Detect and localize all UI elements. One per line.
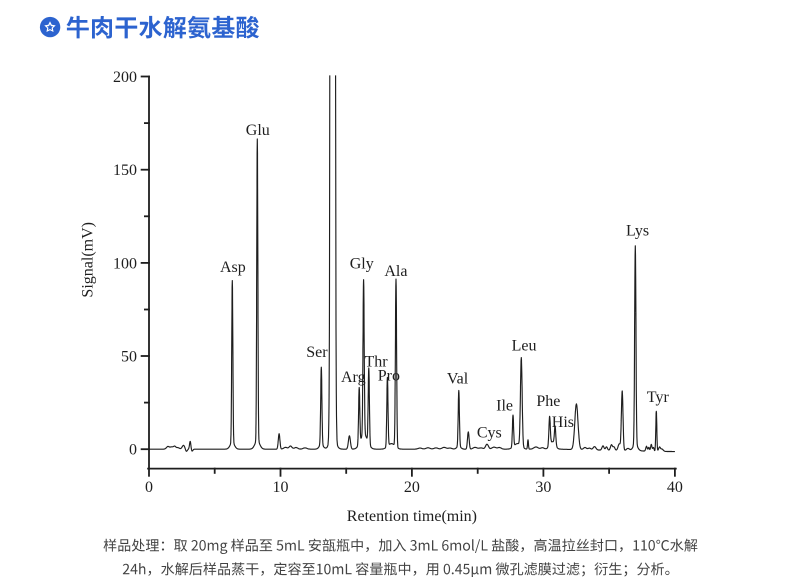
svg-text:20: 20 [404,479,420,496]
svg-text:Ala: Ala [384,263,407,280]
svg-text:Ser: Ser [306,344,328,361]
svg-text:40: 40 [667,479,683,496]
svg-text:Phe: Phe [536,393,560,410]
svg-text:Glu: Glu [246,122,270,139]
svg-text:Gly: Gly [350,255,374,272]
svg-text:0: 0 [129,442,137,459]
svg-text:30: 30 [535,479,551,496]
svg-text:Ile: Ile [496,397,513,414]
svg-text:Tyr: Tyr [647,389,670,406]
svg-text:Lys: Lys [626,222,649,239]
svg-text:200: 200 [113,69,137,86]
svg-text:100: 100 [113,255,137,272]
svg-text:150: 150 [113,162,137,179]
svg-text:Thr: Thr [364,353,388,370]
svg-text:50: 50 [121,349,137,366]
svg-text:Asp: Asp [220,259,246,276]
svg-text:His: His [552,414,574,431]
svg-text:10: 10 [273,479,289,496]
svg-text:Pro: Pro [378,368,400,385]
svg-text:Signal(mV): Signal(mV) [79,222,96,298]
svg-text:Leu: Leu [512,338,537,355]
svg-text:Val: Val [447,371,469,388]
svg-text:0: 0 [145,479,153,496]
svg-text:Arg: Arg [341,369,366,386]
svg-text:Retention time(min): Retention time(min) [347,508,477,525]
svg-text:Cys: Cys [477,425,502,442]
